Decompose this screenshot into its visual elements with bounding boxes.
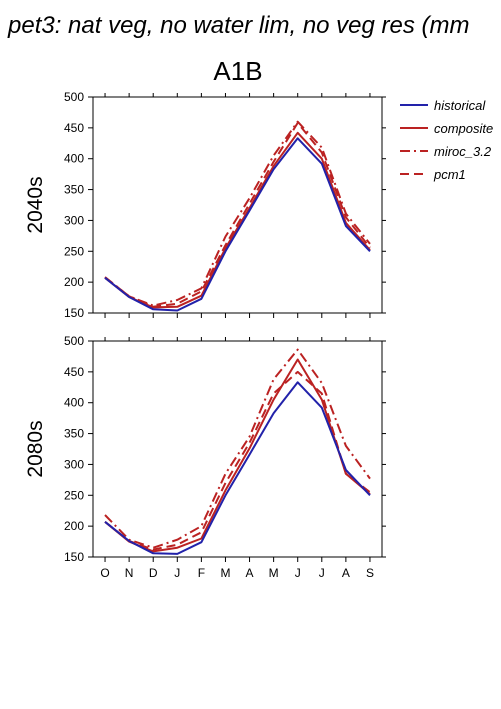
legend: historical composite miroc_3.2 pcm1 [400, 98, 493, 182]
series-line-historical [104, 381, 371, 555]
legend-label: composite [434, 121, 493, 136]
legend-label: pcm1 [433, 167, 466, 182]
row-label-2080s: 2080s [24, 420, 47, 477]
y-tick-label: 150 [64, 306, 84, 320]
x-tick-label: J [295, 566, 301, 580]
y-tick-label: 350 [64, 183, 84, 197]
x-tick-label: D [149, 566, 158, 580]
x-tick-label: A [342, 566, 350, 580]
y-tick-label: 450 [64, 121, 84, 135]
x-tick-label: S [366, 566, 374, 580]
series-line-pcm1 [104, 370, 371, 551]
series-line-pcm1 [104, 121, 371, 308]
series-line-composite [104, 131, 371, 309]
y-tick-label: 400 [64, 152, 84, 166]
series-line-composite [104, 358, 371, 553]
x-tick-label: N [125, 566, 134, 580]
x-tick-label: A [246, 566, 254, 580]
y-tick-label: 300 [64, 213, 84, 227]
y-tick-label: 150 [64, 550, 84, 564]
row-label-2040s: 2040s [24, 176, 47, 233]
y-tick-label: 450 [64, 365, 84, 379]
figure-title: pet3: nat veg, no water lim, no veg res … [7, 12, 470, 39]
x-tick-label: F [198, 566, 205, 580]
legend-label: historical [434, 98, 486, 113]
y-tick-label: 300 [64, 457, 84, 471]
series-line-historical [104, 137, 371, 312]
y-tick-label: 250 [64, 244, 84, 258]
x-tick-label: M [269, 566, 279, 580]
y-tick-label: 200 [64, 275, 84, 289]
y-tick-label: 500 [64, 334, 84, 348]
figure-subtitle: A1B [213, 56, 262, 86]
panel-2080s: 2080s 150 200 250 300 350 400 450 500 O N D J F M A M J J… [24, 334, 386, 580]
y-tick-label: 400 [64, 396, 84, 410]
panel-2040s: 2040s 150 200 250 300 350 400 450 500 [24, 90, 386, 320]
x-tick-label: J [174, 566, 180, 580]
series-line-miroc-3-2 [104, 348, 371, 549]
x-tick-label: O [100, 566, 109, 580]
y-tick-label: 200 [64, 519, 84, 533]
y-tick-label: 350 [64, 427, 84, 441]
y-tick-label: 500 [64, 90, 84, 104]
plot-frame [92, 96, 383, 314]
legend-label: miroc_3.2 [434, 144, 492, 159]
x-tick-label: M [220, 566, 230, 580]
y-tick-label: 250 [64, 488, 84, 502]
plot-frame [92, 340, 383, 558]
x-tick-label: J [319, 566, 325, 580]
series-line-miroc-3-2 [104, 120, 371, 307]
